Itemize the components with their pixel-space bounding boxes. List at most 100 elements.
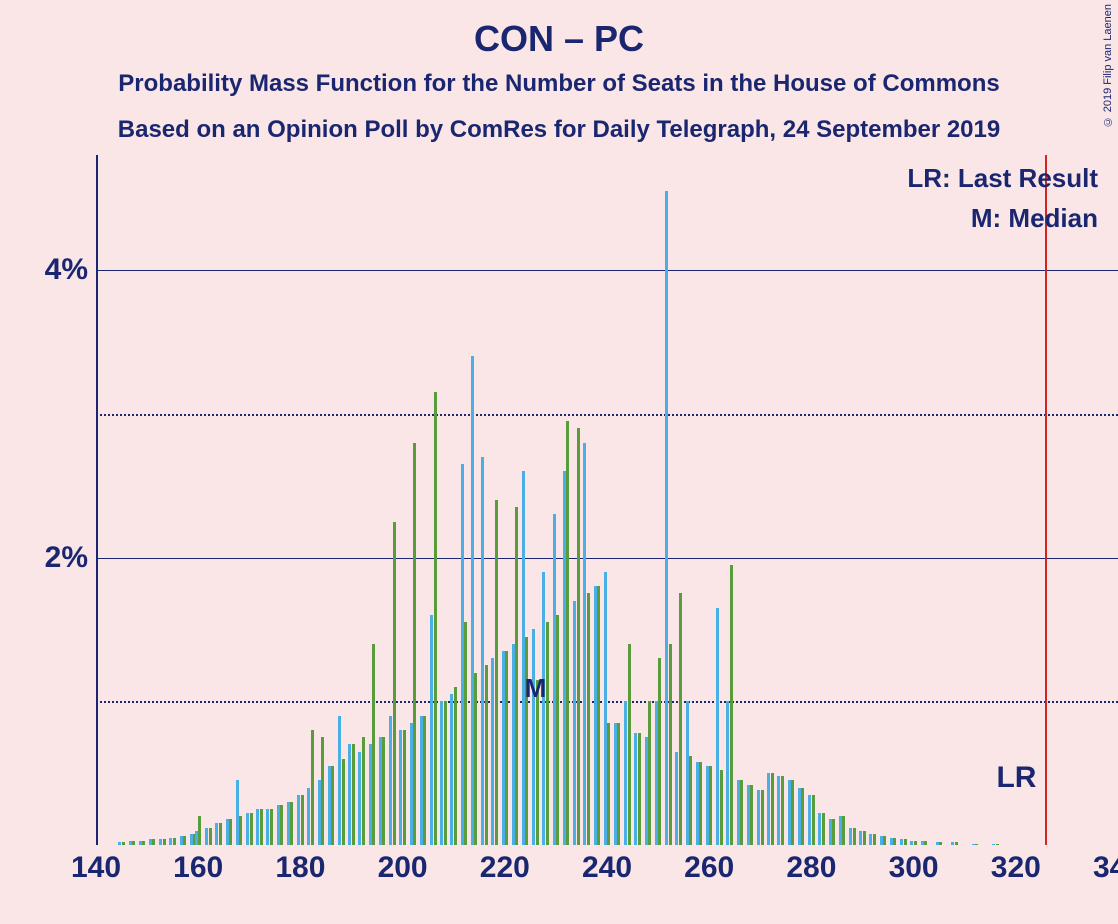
pmf-bar — [761, 790, 764, 845]
x-tick-label: 200 — [378, 851, 428, 885]
plot-area: 2%4% 140160180200220240260280300320340 M… — [96, 155, 1118, 845]
y-tick-label: 2% — [45, 541, 88, 575]
pmf-bar — [801, 788, 804, 846]
pmf-bar — [720, 770, 723, 845]
pmf-bar — [413, 443, 416, 846]
pmf-bar — [270, 809, 273, 845]
y-axis-line — [96, 155, 98, 845]
pmf-bar — [352, 744, 355, 845]
pmf-bar — [290, 802, 293, 845]
lr-label-short: LR — [996, 761, 1036, 795]
pmf-bar — [173, 838, 176, 845]
pmf-bar — [597, 586, 600, 845]
pmf-bar — [904, 839, 907, 845]
x-tick-label: 140 — [71, 851, 121, 885]
pmf-bar — [122, 842, 125, 845]
pmf-bar — [955, 842, 958, 845]
pmf-bar — [709, 766, 712, 845]
x-tick-label: 240 — [582, 851, 632, 885]
pmf-bar — [142, 841, 145, 845]
chart-container: CON – PC Probability Mass Function for t… — [0, 0, 1118, 924]
pmf-bar — [434, 392, 437, 845]
x-tick-label: 220 — [480, 851, 530, 885]
pmf-bar — [454, 687, 457, 845]
pmf-bar — [331, 766, 334, 845]
pmf-bar — [771, 773, 774, 845]
pmf-bar — [198, 816, 201, 845]
pmf-bar — [699, 762, 702, 845]
gridline-major — [96, 558, 1118, 559]
pmf-bar — [842, 816, 845, 845]
pmf-bar — [996, 844, 999, 845]
pmf-bar — [163, 839, 166, 845]
pmf-bar — [464, 622, 467, 845]
pmf-bar — [474, 673, 477, 846]
legend-lr: LR: Last Result — [907, 163, 1098, 194]
pmf-bar — [607, 723, 610, 845]
pmf-bar — [658, 658, 661, 845]
pmf-bar — [750, 785, 753, 845]
pmf-bar — [372, 644, 375, 845]
pmf-bar — [209, 828, 212, 845]
x-tick-label: 320 — [991, 851, 1041, 885]
pmf-bar — [791, 780, 794, 845]
pmf-bar — [301, 795, 304, 845]
x-tick-label: 340 — [1093, 851, 1118, 885]
pmf-bar — [556, 615, 559, 845]
pmf-bar — [525, 637, 528, 845]
gridline-major — [96, 270, 1118, 271]
pmf-bar — [832, 819, 835, 845]
y-tick-label: 4% — [45, 253, 88, 287]
copyright-text: © 2019 Filip van Laenen — [1102, 4, 1114, 127]
pmf-bar — [152, 839, 155, 845]
legend-m: M: Median — [971, 203, 1098, 234]
chart-title: CON – PC — [474, 18, 644, 60]
x-tick-label: 260 — [684, 851, 734, 885]
pmf-bar — [362, 737, 365, 845]
pmf-bar — [423, 716, 426, 845]
pmf-bar — [893, 838, 896, 845]
lr-line — [1045, 155, 1047, 845]
pmf-bar — [239, 816, 242, 845]
chart-subtitle-1: Probability Mass Function for the Number… — [118, 70, 999, 98]
pmf-bar — [546, 622, 549, 845]
pmf-bar — [485, 665, 488, 845]
pmf-bar — [229, 819, 232, 845]
pmf-bar — [311, 730, 314, 845]
pmf-bar — [638, 733, 641, 845]
pmf-bar — [853, 828, 856, 845]
pmf-bar — [689, 756, 692, 845]
pmf-bar — [873, 834, 876, 846]
x-tick-label: 300 — [889, 851, 939, 885]
pmf-bar — [444, 701, 447, 845]
pmf-bar — [669, 644, 672, 845]
pmf-bar — [566, 421, 569, 845]
pmf-bar — [883, 836, 886, 845]
chart-subtitle-2: Based on an Opinion Poll by ComRes for D… — [118, 116, 1000, 144]
x-tick-label: 280 — [786, 851, 836, 885]
gridline-minor — [96, 414, 1118, 416]
pmf-bar — [382, 737, 385, 845]
pmf-bar — [679, 593, 682, 845]
pmf-bar — [183, 836, 186, 845]
pmf-bar — [393, 522, 396, 845]
pmf-bar — [260, 809, 263, 845]
x-tick-label: 160 — [173, 851, 223, 885]
x-tick-label: 180 — [275, 851, 325, 885]
pmf-bar — [495, 500, 498, 845]
pmf-bar — [342, 759, 345, 845]
pmf-bar — [577, 428, 580, 845]
pmf-bar — [587, 593, 590, 845]
pmf-bar — [403, 730, 406, 845]
pmf-bar — [648, 701, 651, 845]
pmf-bar — [781, 776, 784, 845]
pmf-bar — [321, 737, 324, 845]
pmf-bar — [914, 841, 917, 845]
gridline-minor — [96, 701, 1118, 703]
pmf-bar — [132, 841, 135, 845]
pmf-bar — [280, 805, 283, 845]
pmf-bar — [939, 842, 942, 845]
pmf-bar — [812, 795, 815, 845]
pmf-bar — [924, 841, 927, 845]
pmf-bar — [975, 844, 978, 845]
